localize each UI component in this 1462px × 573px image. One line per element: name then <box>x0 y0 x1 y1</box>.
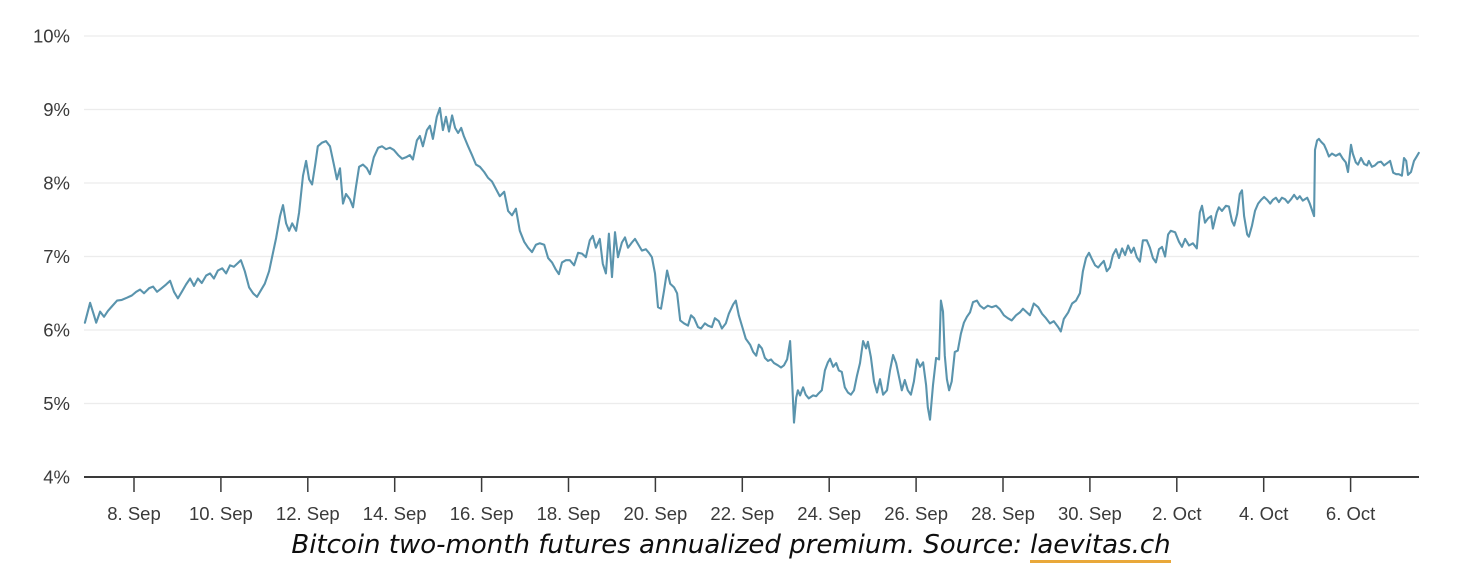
source-link[interactable]: laevitas.ch <box>1030 530 1171 563</box>
x-axis-label: 20. Sep <box>624 503 688 524</box>
x-axis-label: 26. Sep <box>884 503 948 524</box>
y-axis-label: 4% <box>43 467 70 488</box>
x-axis-label: 12. Sep <box>276 503 340 524</box>
y-axis-label: 10% <box>33 26 70 47</box>
y-axis-label: 5% <box>43 393 70 414</box>
y-axis-label: 7% <box>43 246 70 267</box>
x-axis-label: 30. Sep <box>1058 503 1122 524</box>
x-axis-label: 4. Oct <box>1239 503 1288 524</box>
caption-text: Bitcoin two-month futures annualized pre… <box>291 530 1031 560</box>
y-axis-label: 9% <box>43 99 70 120</box>
x-axis-label: 10. Sep <box>189 503 253 524</box>
x-axis-label: 22. Sep <box>710 503 774 524</box>
x-axis-label: 24. Sep <box>797 503 861 524</box>
x-axis-label: 6. Oct <box>1326 503 1375 524</box>
y-axis-label: 6% <box>43 320 70 341</box>
x-axis-label: 2. Oct <box>1152 503 1201 524</box>
series-line <box>83 106 1420 424</box>
x-axis-label: 14. Sep <box>363 503 427 524</box>
x-axis-label: 18. Sep <box>537 503 601 524</box>
x-axis-label: 28. Sep <box>971 503 1035 524</box>
x-axis-label: 8. Sep <box>107 503 161 524</box>
y-axis-label: 8% <box>43 173 70 194</box>
x-axis-label: 16. Sep <box>450 503 514 524</box>
chart-caption: Bitcoin two-month futures annualized pre… <box>0 530 1462 563</box>
